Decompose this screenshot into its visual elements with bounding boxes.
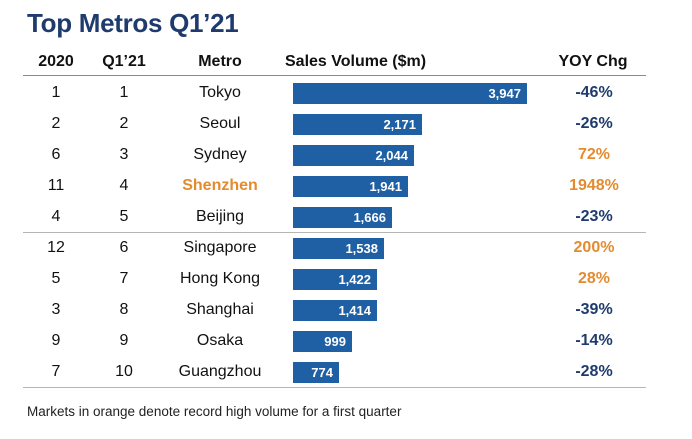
rank-q1-21: 3: [119, 146, 129, 163]
sales-bar: 3,947: [293, 83, 527, 104]
sales-bar: 2,044: [293, 145, 414, 166]
rank-2020: 1: [51, 84, 61, 101]
rank-q1-21: 8: [119, 301, 129, 318]
rank-2020: 7: [51, 363, 61, 380]
header-sales-volume: Sales Volume ($m): [285, 53, 427, 70]
sales-bar: 1,538: [293, 238, 384, 259]
rank-q1-21: 6: [119, 239, 129, 256]
sales-bar: 2,171: [293, 114, 422, 135]
rank-2020: 11: [47, 177, 65, 194]
sales-bar: 999: [293, 331, 352, 352]
sales-bar: 1,941: [293, 176, 408, 197]
metro-name: Beijing: [195, 208, 245, 225]
rank-2020: 3: [51, 301, 61, 318]
rank-q1-21: 10: [115, 363, 133, 380]
rank-2020: 12: [47, 239, 65, 256]
rank-2020: 9: [51, 332, 61, 349]
yoy-change: 1948%: [569, 177, 619, 194]
yoy-change: -14%: [575, 332, 613, 349]
yoy-change: -26%: [575, 115, 613, 132]
metro-name: Shenzhen: [182, 177, 258, 194]
rank-2020: 5: [51, 270, 61, 287]
sales-bar: 1,414: [293, 300, 377, 321]
rank-2020: 4: [51, 208, 61, 225]
rank-q1-21: 7: [119, 270, 129, 287]
rank-q1-21: 4: [119, 177, 129, 194]
yoy-change: 28%: [577, 270, 611, 287]
yoy-change: -28%: [575, 363, 613, 380]
rank-q1-21: 1: [119, 84, 129, 101]
rank-q1-21: 9: [119, 332, 129, 349]
chart-title: Top Metros Q1’21: [27, 8, 239, 38]
rank-2020: 2: [51, 115, 61, 132]
yoy-change: -39%: [575, 301, 613, 318]
metro-name: Sydney: [193, 146, 247, 163]
yoy-change: 72%: [577, 146, 611, 163]
rank-q1-21: 5: [119, 208, 129, 225]
header-metro: Metro: [198, 53, 242, 70]
footnote: Markets in orange denote record high vol…: [27, 404, 402, 419]
metro-name: Guangzhou: [178, 363, 262, 380]
yoy-change: -23%: [575, 208, 613, 225]
yoy-change: 200%: [573, 239, 615, 256]
metro-name: Osaka: [196, 332, 244, 349]
header-rule: [23, 75, 646, 76]
yoy-change: -46%: [575, 84, 613, 101]
header-q1-21: Q1’21: [102, 53, 146, 70]
sales-bar: 1,422: [293, 269, 377, 290]
metro-name: Seoul: [199, 115, 241, 132]
metro-name: Hong Kong: [179, 270, 261, 287]
header-yoy-chg: YOY Chg: [558, 53, 628, 70]
metro-name: Singapore: [183, 239, 257, 256]
group-divider-rule: [23, 232, 646, 233]
bottom-rule: [23, 387, 646, 388]
rank-q1-21: 2: [119, 115, 129, 132]
metro-name: Tokyo: [199, 84, 241, 101]
header-2020: 2020: [38, 53, 74, 70]
metro-name: Shanghai: [186, 301, 254, 318]
sales-bar: 1,666: [293, 207, 392, 228]
rank-2020: 6: [51, 146, 61, 163]
sales-bar: 774: [293, 362, 339, 383]
